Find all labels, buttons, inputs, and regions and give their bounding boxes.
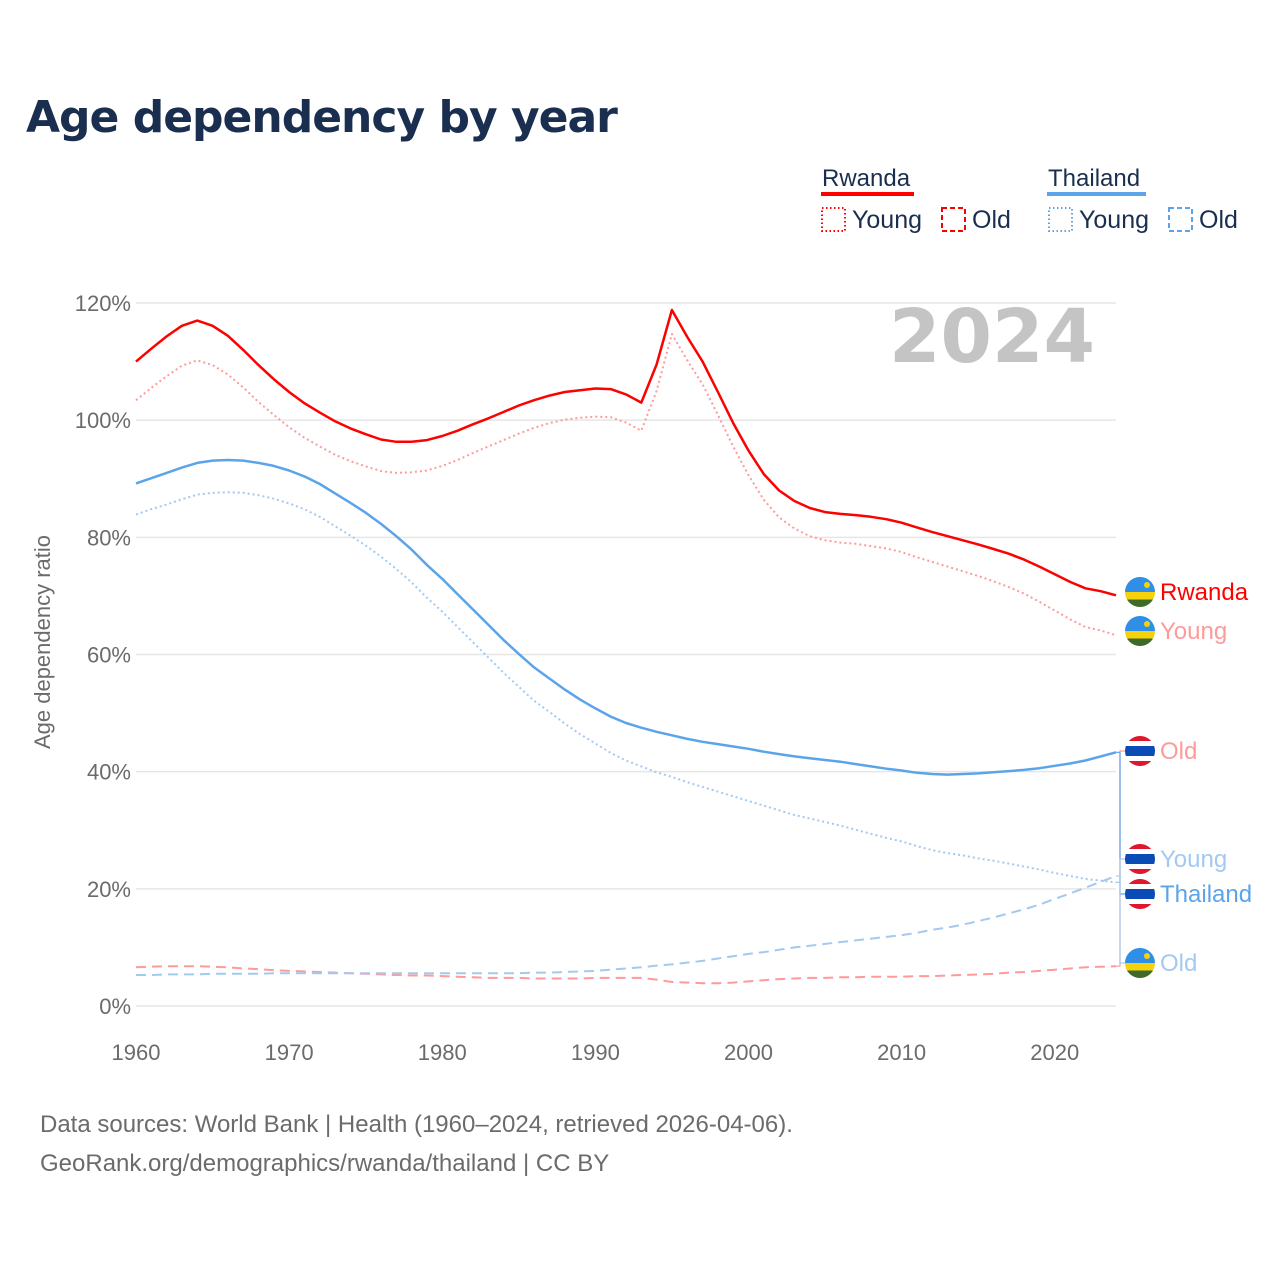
series-line-thailand[interactable] <box>135 458 1117 776</box>
x-tick-label: 1970 <box>265 1040 314 1065</box>
footer-sources: Data sources: World Bank | Health (1960–… <box>40 1111 793 1138</box>
x-tick-label: 2020 <box>1030 1040 1079 1065</box>
x-tick-label: 2000 <box>724 1040 773 1065</box>
legend-rwanda-old[interactable]: Old <box>972 206 1011 234</box>
end-label: Rwanda <box>1160 579 1249 606</box>
legend-dashed-swatch <box>941 207 966 232</box>
y-tick-label: 20% <box>87 877 131 902</box>
legend-thailand-heading[interactable]: Thailand <box>1048 165 1140 192</box>
x-tick-label: 2010 <box>877 1040 926 1065</box>
thailand-flag-icon <box>1125 879 1155 909</box>
y-axis-label: Age dependency ratio <box>30 535 55 749</box>
series-line-rwanda-old[interactable] <box>135 965 1117 985</box>
y-tick-label: 100% <box>75 408 131 433</box>
legend-dotted-swatch <box>821 207 846 232</box>
y-tick-label: 40% <box>87 760 131 785</box>
series-line-thailand-young[interactable] <box>135 491 1117 884</box>
footer-attribution[interactable]: GeoRank.org/demographics/rwanda/thailand… <box>40 1150 609 1177</box>
end-labels: Rwanda Young Old Thailand Young Old <box>1116 577 1252 978</box>
legend-thailand-old[interactable]: Old <box>1199 206 1238 234</box>
x-axis: 1960 1970 1980 1990 2000 2010 2020 <box>112 1040 1080 1065</box>
legend-thailand-young[interactable]: Young <box>1079 206 1149 234</box>
legend: Rwanda Young Old Thailand Young Old <box>821 165 1238 234</box>
end-label: Young <box>1160 846 1227 873</box>
legend-thailand-underline <box>1047 192 1146 196</box>
end-label: Old <box>1160 950 1197 977</box>
y-tick-label: 80% <box>87 525 131 550</box>
x-tick-label: 1990 <box>571 1040 620 1065</box>
rwanda-flag-icon <box>1125 616 1155 646</box>
current-year-watermark: 2024 <box>889 294 1095 380</box>
label-connector <box>1116 858 1126 883</box>
chart-title: Age dependency by year <box>26 92 618 143</box>
legend-dotted-swatch <box>1048 207 1073 232</box>
thailand-flag-icon <box>1125 736 1155 766</box>
rwanda-flag-icon <box>1125 948 1155 978</box>
series-line-rwanda-young[interactable] <box>135 333 1117 637</box>
y-tick-label: 0% <box>99 994 131 1019</box>
series-line-thailand-old[interactable] <box>136 874 1117 976</box>
legend-rwanda-heading[interactable]: Rwanda <box>822 165 911 192</box>
end-label: Young <box>1160 618 1227 645</box>
legend-rwanda-young[interactable]: Young <box>852 206 922 234</box>
y-tick-label: 120% <box>75 291 131 316</box>
gridlines <box>136 302 1116 1007</box>
label-connector <box>1116 875 1126 964</box>
legend-dashed-swatch <box>1168 207 1193 232</box>
rwanda-flag-icon <box>1125 577 1155 607</box>
y-axis: 0% 20% 40% 60% 80% 100% 120% <box>75 291 131 1019</box>
x-tick-label: 1960 <box>112 1040 161 1065</box>
legend-rwanda-underline <box>821 192 914 196</box>
label-connector <box>1116 751 1126 895</box>
thailand-flag-icon <box>1125 844 1155 874</box>
series-lines <box>135 308 1117 985</box>
end-label: Old <box>1160 738 1197 765</box>
series-line-rwanda[interactable] <box>135 308 1117 597</box>
end-label: Thailand <box>1160 881 1252 908</box>
y-tick-label: 60% <box>87 643 131 668</box>
x-tick-label: 1980 <box>418 1040 467 1065</box>
